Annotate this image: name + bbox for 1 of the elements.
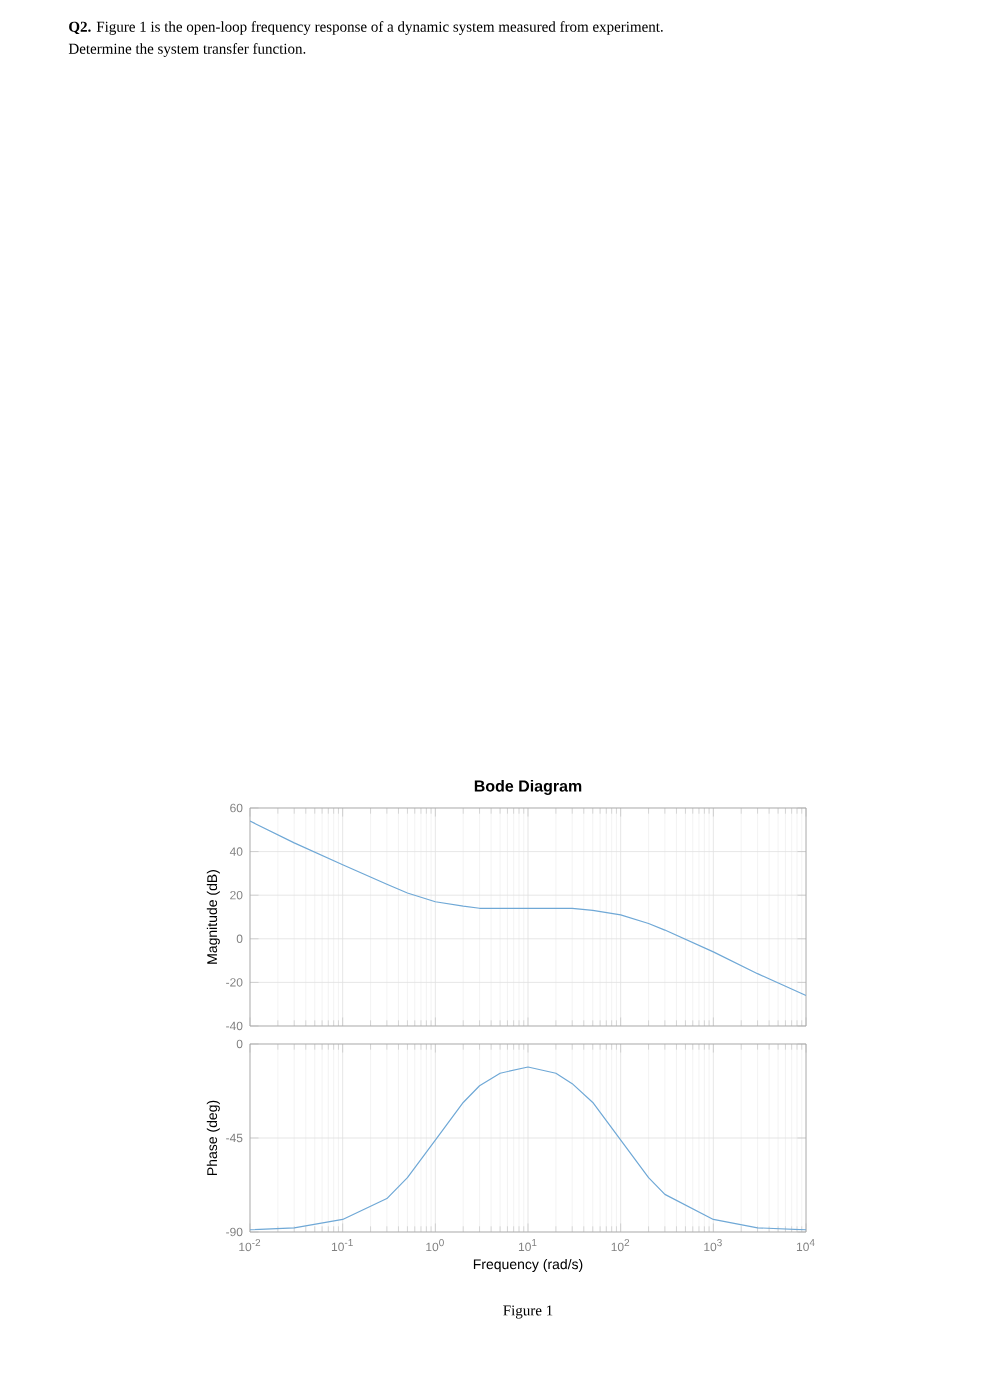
chart-title: Bode Diagram — [474, 779, 582, 795]
